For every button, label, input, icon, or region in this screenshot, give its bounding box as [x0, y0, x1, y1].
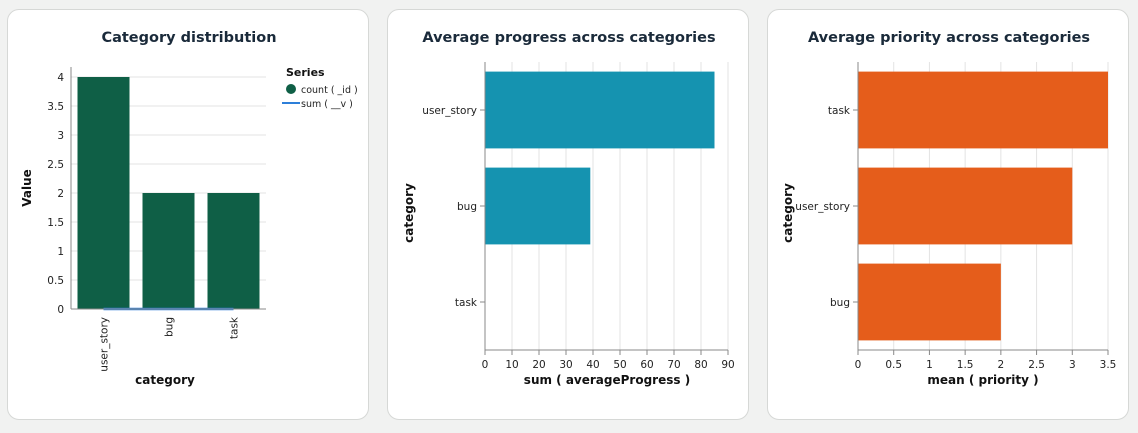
y-axis-title: Value [20, 169, 34, 207]
bar-task [858, 71, 1108, 149]
bar-user_story [77, 77, 130, 309]
bar-user_story [485, 71, 715, 149]
x-tick-label: 30 [559, 359, 572, 371]
y-axis-title: category [402, 183, 416, 243]
x-tick-label: 0.5 [885, 359, 902, 371]
x-tick-label: 60 [640, 359, 653, 371]
x-tick-label: 2 [998, 359, 1005, 371]
chart-title: Average progress across categories [422, 30, 715, 46]
legend: Series count ( _id ) sum ( __v ) [282, 66, 358, 110]
x-axis-title: mean ( priority ) [927, 373, 1038, 387]
y-tick-label: 1 [57, 246, 64, 258]
x-tick-label: 3 [1069, 359, 1076, 371]
y-tick-label: task [828, 105, 851, 117]
x-tick-label: 1 [926, 359, 933, 371]
y-tick-label: 2 [57, 188, 64, 200]
y-tick-label: 0.5 [47, 275, 64, 287]
y-tick-label: 4 [57, 72, 64, 84]
legend-title: Series [286, 66, 325, 79]
y-tick-label: user_story [422, 105, 477, 117]
bar-bug [485, 167, 591, 245]
x-tick-label: 1.5 [957, 359, 974, 371]
bar-user_story [858, 167, 1073, 245]
chart-card-category-distribution: Category distribution 0 0.5 1 1.5 2 2.5 3 3.5 4 … [7, 9, 369, 420]
y-tick-label: 0 [57, 304, 64, 316]
x-tick-label: 70 [667, 359, 680, 371]
y-tick-label: bug [457, 201, 477, 213]
x-tick-label: 0 [482, 359, 489, 371]
x-tick-label: 90 [721, 359, 734, 371]
legend-label-count: count ( _id ) [301, 85, 358, 96]
average-progress-chart: Average progress across categories user_… [402, 30, 735, 387]
x-tick-label: 40 [586, 359, 599, 371]
chart-title: Category distribution [101, 30, 276, 46]
x-tick-label: 20 [532, 359, 545, 371]
bar-bug [142, 193, 195, 309]
x-axis-title: category [135, 373, 195, 387]
chart-title: Average priority across categories [808, 30, 1090, 46]
x-tick-label: 0 [855, 359, 862, 371]
y-tick-label: task [455, 297, 478, 309]
y-tick-label: user_story [795, 201, 850, 213]
y-tick-label: 3 [57, 130, 64, 142]
category-distribution-chart: Category distribution 00.511.522.533.54 … [20, 30, 358, 387]
average-priority-chart: Average priority across categories task u… [781, 30, 1117, 387]
y-tick-label: 1.5 [47, 217, 64, 229]
y-tick-label: 2.5 [47, 159, 64, 171]
x-tick-label: 2.5 [1028, 359, 1045, 371]
x-tick-label: user_story [99, 317, 111, 372]
x-tick-label: bug [164, 317, 176, 337]
x-tick-label: 10 [505, 359, 518, 371]
legend-swatch-count [286, 84, 296, 94]
y-tick-label: bug [830, 297, 850, 309]
x-tick-label: task [229, 316, 241, 339]
x-tick-label: 80 [694, 359, 707, 371]
chart-card-average-priority: Average priority across categories task u… [767, 9, 1129, 420]
bar-bug [858, 263, 1001, 341]
y-axis-title: category [781, 183, 795, 243]
x-tick-label: 3.5 [1100, 359, 1117, 371]
bar-task [207, 193, 260, 309]
y-tick-label: 3.5 [47, 101, 64, 113]
x-axis-title: sum ( averageProgress ) [524, 373, 690, 387]
chart-card-average-progress: Average progress across categories user_… [387, 9, 749, 420]
legend-label-sum: sum ( __v ) [301, 99, 353, 110]
x-tick-label: 50 [613, 359, 626, 371]
